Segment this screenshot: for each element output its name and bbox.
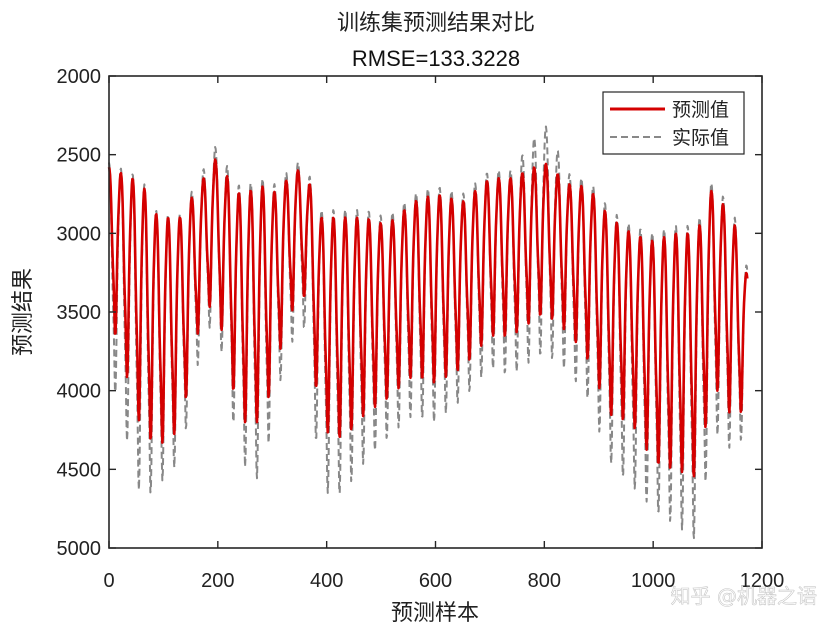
y-axis: 2000 2500 3000 3500 4000 4500 5000 <box>57 66 762 560</box>
y-tick-label: 2000 <box>57 66 102 88</box>
x-axis-label: 预测样本 <box>391 601 479 626</box>
series-line-actual <box>108 125 749 540</box>
x-tick-label: 400 <box>310 570 343 592</box>
y-tick-label: 5000 <box>57 538 102 560</box>
x-axis: 0 200 400 600 800 1000 1200 <box>103 76 784 592</box>
y-tick-label: 2500 <box>57 145 102 167</box>
legend-label-predicted: 预测值 <box>672 99 729 121</box>
watermark: 知乎 @机器之语 <box>671 584 817 608</box>
legend-box <box>602 91 745 155</box>
y-tick-label: 4000 <box>57 381 102 403</box>
chart-title: 训练集预测结果对比 <box>337 11 535 36</box>
chart-subtitle: RMSE=133.3228 <box>352 46 520 71</box>
x-tick-label: 600 <box>419 570 452 592</box>
x-tick-label: 1200 <box>740 570 785 592</box>
y-axis-label: 预测结果 <box>11 268 36 356</box>
x-tick-label: 1000 <box>631 570 676 592</box>
y-tick-label: 3000 <box>57 223 102 245</box>
y-tick-label: 3500 <box>57 302 102 324</box>
x-tick-label: 800 <box>528 570 561 592</box>
x-tick-label: 200 <box>201 570 234 592</box>
x-tick-label: 0 <box>103 570 114 592</box>
legend: 预测值 实际值 <box>602 91 745 155</box>
legend-label-actual: 实际值 <box>672 127 729 149</box>
y-tick-label: 4500 <box>57 459 102 481</box>
series-line-predicted <box>107 158 749 478</box>
series-layer <box>107 125 749 540</box>
